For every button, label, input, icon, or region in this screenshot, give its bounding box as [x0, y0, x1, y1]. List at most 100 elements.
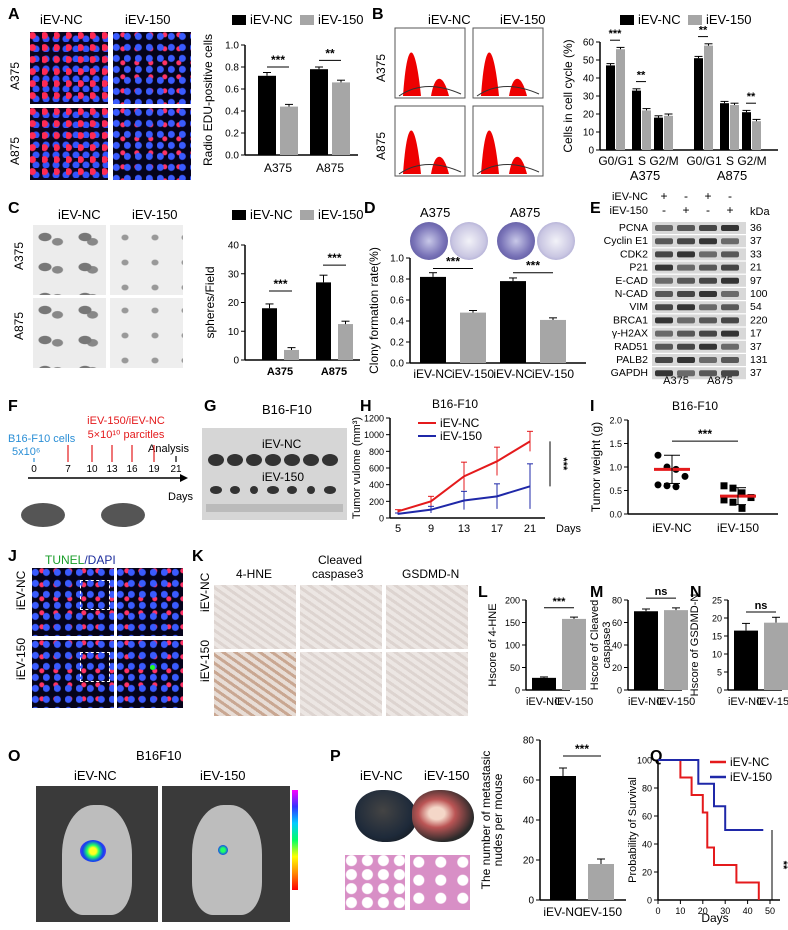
y-tick-label: 1000 — [364, 430, 384, 440]
data-point — [738, 489, 746, 497]
y-tick-label: 0.6 — [390, 296, 404, 307]
y-tick-label: 1.0 — [225, 41, 239, 52]
d-col1: A375 — [420, 205, 451, 220]
y-tick-label: 0.5 — [609, 486, 622, 496]
panel-label-a: A — [8, 6, 20, 23]
flow-g1-peak — [481, 130, 499, 174]
y-tick-label: 30 — [228, 269, 240, 280]
blot-band — [655, 357, 673, 363]
panel-label-f: F — [8, 398, 18, 415]
y-tick-label: 0 — [379, 514, 384, 524]
bar — [720, 103, 729, 150]
significance-label: *** — [575, 742, 589, 756]
y-tick-label: 10 — [228, 327, 240, 338]
c-col2: iEV-150 — [132, 207, 178, 222]
panel-label-e: E — [590, 200, 601, 217]
blot-band — [655, 264, 673, 271]
treatment-sign: + — [660, 189, 667, 203]
x-tick-label: iEV-150 — [657, 696, 696, 708]
y-tick-label: 50 — [583, 56, 595, 67]
cells-label: B16-F10 cells — [8, 433, 76, 445]
kda-value: 54 — [750, 301, 762, 313]
blot-band — [699, 264, 717, 271]
y-axis-label: Tumor vulome (mm³) — [351, 417, 363, 519]
y-tick-label: 50 — [510, 663, 520, 673]
o-title: B16F10 — [136, 748, 182, 763]
blot-band — [721, 304, 739, 311]
kda-value: 131 — [750, 354, 768, 366]
ihc-image — [300, 585, 382, 649]
blot-band — [721, 343, 739, 350]
y-tick-label: 40 — [612, 641, 622, 651]
legend-swatch — [688, 15, 702, 25]
y-tick-label: 0 — [588, 146, 594, 157]
y-axis-label: Probability of Survival — [627, 777, 639, 883]
protein-label: CDK2 — [620, 248, 648, 260]
panel-label-h: H — [360, 398, 372, 415]
blot-band — [699, 291, 717, 297]
legend-label: iEV-NC — [730, 755, 770, 769]
blot-band — [677, 251, 695, 258]
protein-label: Cyclin E1 — [604, 235, 649, 247]
treatment-sign: - — [684, 189, 688, 203]
significance-label: *** — [553, 596, 567, 608]
x-tick-label: A875 — [316, 161, 344, 175]
he-stain-image — [410, 855, 470, 910]
significance-label: ns — [655, 586, 668, 598]
panel-label-o: O — [8, 748, 21, 765]
a-row2: A875 — [8, 136, 22, 165]
blot-band — [677, 330, 695, 337]
blot-band — [655, 370, 673, 377]
survival-curve — [658, 759, 764, 831]
bar — [262, 308, 277, 360]
ihc-image — [214, 652, 296, 716]
y-tick-label: 100 — [505, 641, 520, 651]
tunel-image — [32, 640, 114, 708]
kda-value: 36 — [750, 222, 762, 234]
group-label: A375 — [663, 375, 689, 387]
treatment-sign: - — [728, 189, 732, 203]
bar — [562, 618, 586, 690]
bar — [420, 276, 446, 363]
bar — [310, 69, 328, 155]
x-tick-label: 9 — [428, 523, 434, 535]
legend-swatch — [620, 15, 634, 25]
flow-fit-line — [476, 163, 540, 175]
x-tick-label: iEV-150 — [717, 521, 759, 535]
significance-label: *** — [526, 259, 540, 273]
lung-image — [355, 790, 417, 842]
k-col1: 4-HNE — [236, 567, 273, 581]
y-tick-label: 40 — [523, 816, 535, 827]
blot-band — [677, 291, 695, 297]
protein-label: GAPDH — [611, 367, 648, 379]
x-tick-label: A375 — [267, 366, 293, 378]
x-tick-label: G2/M — [649, 154, 678, 168]
y-tick-label: 0.4 — [225, 107, 239, 118]
k-col3: GSDMD-N — [402, 567, 460, 581]
cell-count-label: 5x10⁶ — [12, 446, 40, 458]
bar — [588, 864, 614, 900]
chart-i: B16-F10 0.0 0.5 1.0 1.5 2.0 Tumor weight (g) iE… — [589, 399, 778, 535]
y-tick-label: 0.2 — [225, 129, 239, 140]
significance-label: *** — [446, 255, 460, 269]
ruler — [206, 504, 343, 512]
x-tick-label: 0 — [655, 906, 660, 916]
c-row2: A875 — [12, 311, 26, 340]
y-tick-label: 15 — [712, 632, 722, 642]
x-unit-label: Days — [556, 523, 582, 535]
tunel-image — [32, 568, 114, 636]
y-tick-label: 150 — [505, 618, 520, 628]
day-tick-label: 7 — [65, 464, 71, 475]
bar — [460, 312, 486, 363]
kda-value: 33 — [750, 248, 762, 260]
data-point — [672, 483, 680, 491]
tumor — [307, 486, 315, 494]
legend-label: iEV-NC — [440, 416, 480, 430]
x-tick-label: 10 — [675, 906, 685, 916]
colony-dish — [497, 222, 535, 260]
b-col2: iEV-150 — [500, 12, 546, 27]
y-tick-label: 0 — [233, 356, 239, 367]
flow-fit-line — [398, 163, 462, 175]
g-row2: iEV-150 — [262, 470, 305, 484]
